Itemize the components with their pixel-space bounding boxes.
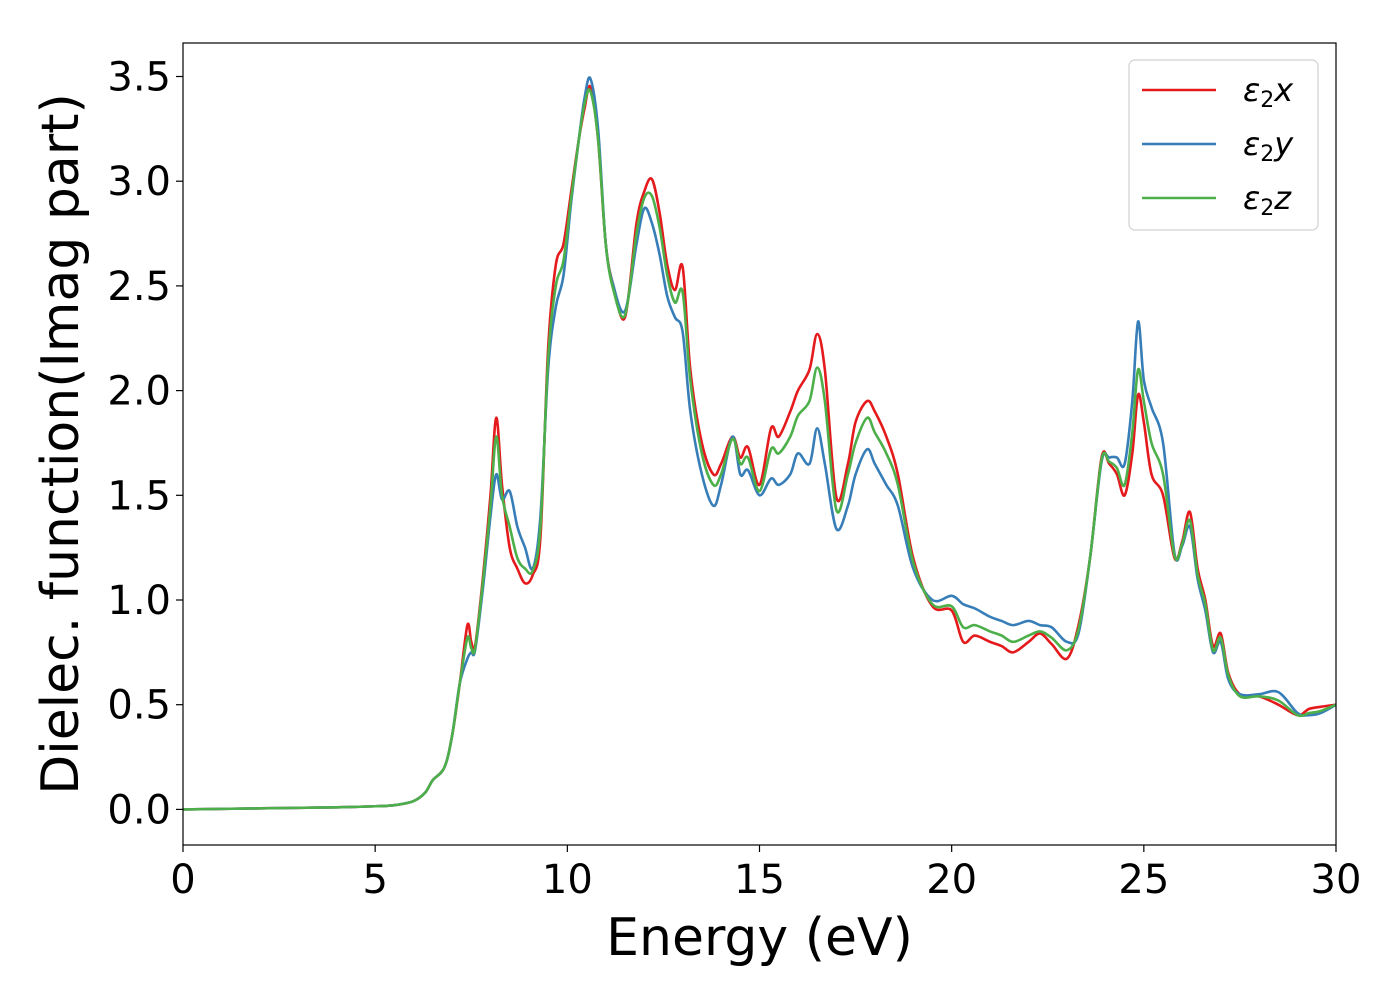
legend: ε2x ε2y ε2z — [1128, 59, 1319, 231]
x-tick-label: 5 — [362, 857, 387, 903]
legend-label-x: ε2x — [1243, 71, 1294, 113]
series-line-z — [182, 88, 1337, 811]
y-tick-label: 1.0 — [107, 578, 171, 624]
legend-box — [1128, 59, 1319, 231]
x-axis-ticks: 0 5 10 15 20 25 30 — [170, 845, 1361, 903]
y-tick-label: 3.0 — [107, 159, 171, 205]
x-axis-label: Energy (eV) — [606, 908, 913, 968]
series-layer — [182, 76, 1337, 811]
y-tick-label: 0.5 — [107, 683, 171, 729]
x-tick-label: 15 — [734, 857, 785, 903]
x-tick-label: 0 — [170, 857, 195, 903]
x-tick-label: 10 — [542, 857, 593, 903]
legend-label-y: ε2y — [1243, 125, 1294, 167]
y-tick-label: 2.0 — [107, 369, 171, 415]
x-tick-label: 30 — [1311, 857, 1362, 903]
y-tick-label: 3.5 — [107, 55, 171, 101]
y-axis-label: Dielec. function(Imag part) — [31, 93, 91, 795]
y-tick-label: 1.5 — [107, 473, 171, 519]
y-axis-ticks: 0.0 0.5 1.0 1.5 2.0 2.5 3.0 3.5 — [107, 55, 183, 833]
y-tick-label: 0.0 — [107, 787, 171, 833]
x-tick-label: 20 — [926, 857, 977, 903]
legend-label-z: ε2z — [1243, 179, 1292, 221]
x-tick-label: 25 — [1118, 857, 1169, 903]
y-tick-label: 2.5 — [107, 264, 171, 310]
